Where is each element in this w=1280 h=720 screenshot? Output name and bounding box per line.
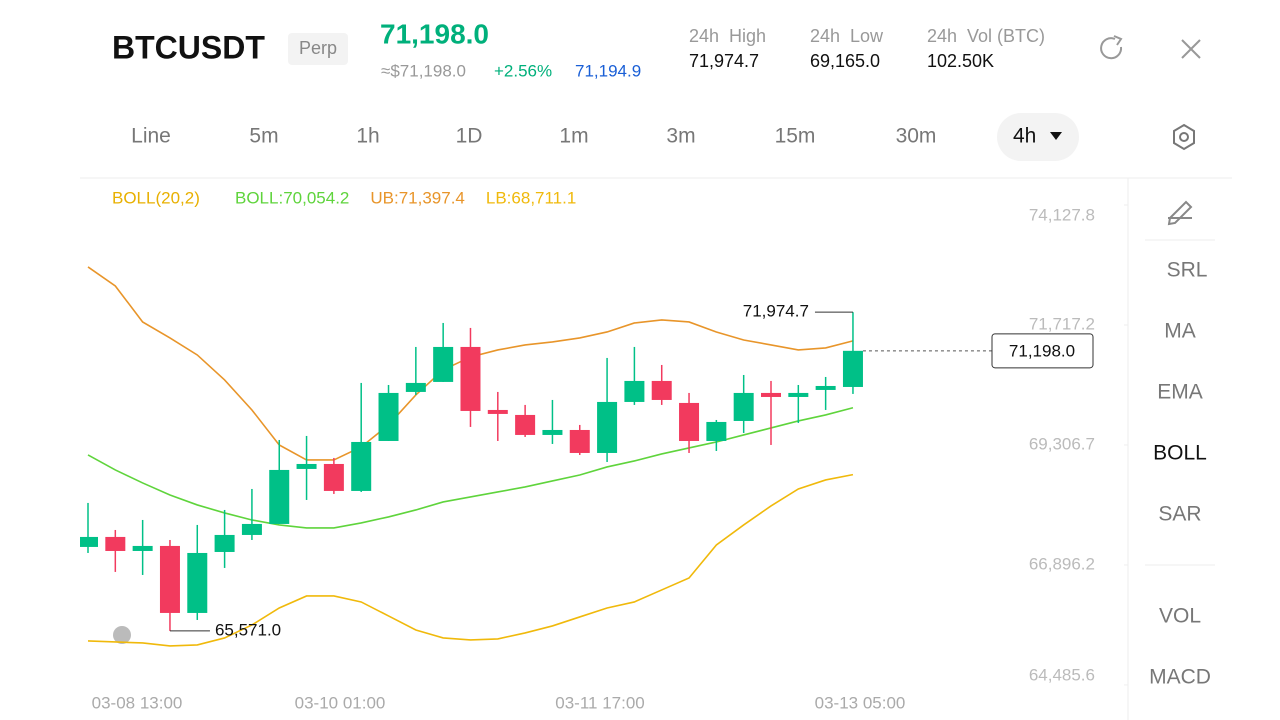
low-label: 65,571.0	[215, 620, 281, 639]
badge-bg	[288, 33, 348, 65]
indicator[interactable]: EMA	[1157, 381, 1203, 404]
selected-pill[interactable]	[997, 113, 1079, 161]
y-tick-label: 71,717.2	[1029, 314, 1095, 333]
settings-dot	[1179, 132, 1189, 142]
indicator-label: BOLL(20,2)	[112, 188, 200, 207]
candle-body	[487, 409, 508, 414]
stat-value: 71,974.7	[689, 51, 759, 71]
candle-body	[132, 545, 153, 551]
selected-timeframe[interactable]: 4h	[1013, 125, 1036, 148]
legend-entry: BOLL:70,054.2	[235, 188, 349, 207]
candle-body	[706, 421, 727, 441]
stat-label: 24h High	[689, 26, 766, 46]
candle-body	[296, 463, 317, 469]
x-tick-label: 03-10 01:00	[295, 693, 386, 712]
indicator[interactable]: MA	[1164, 320, 1196, 343]
refresh-arc	[1100, 37, 1123, 60]
close-stroke	[1181, 39, 1201, 59]
candle-body	[569, 429, 590, 453]
last-price-box	[991, 333, 1094, 369]
timeframe[interactable]: 3m	[666, 125, 695, 148]
close-icon[interactable]	[1181, 39, 1201, 59]
y-tick-label: 74,127.8	[1029, 205, 1095, 224]
candle-body	[761, 392, 781, 397]
indicator[interactable]: MACD	[1149, 666, 1211, 689]
y-tick-label: 69,306.7	[1029, 434, 1095, 453]
y-tick-label: 64,485.6	[1029, 665, 1095, 684]
plot-area	[80, 266, 863, 647]
settings-icon[interactable]	[1173, 123, 1195, 151]
refresh-arrow	[1113, 35, 1123, 46]
dropdown-caret	[1050, 132, 1062, 140]
indicator[interactable]: BOLL	[1153, 442, 1207, 465]
approx-price: ≈$71,198.0	[381, 61, 466, 80]
timeframe[interactable]: 1D	[456, 125, 483, 148]
price: 71,198.0	[380, 18, 489, 49]
candle-body	[624, 380, 645, 402]
timeframe[interactable]: 1m	[559, 125, 588, 148]
stat-label: 24h Low	[810, 26, 884, 46]
timeframe[interactable]: 15m	[775, 125, 816, 148]
indicator[interactable]: VOL	[1159, 605, 1201, 628]
refresh-icon[interactable]	[1100, 35, 1123, 60]
candle-body	[351, 441, 372, 491]
y-tick-label: 66,896.2	[1029, 554, 1095, 573]
candle-body	[815, 385, 836, 390]
candle-body	[159, 545, 180, 613]
candle-body	[788, 392, 809, 397]
indicator[interactable]: SRL	[1167, 259, 1208, 282]
high-label: 71,974.7	[743, 302, 809, 321]
candle-body	[679, 402, 700, 441]
legend-entry: UB:71,397.4	[370, 188, 465, 207]
candle-body	[842, 350, 863, 387]
stat-value: 69,165.0	[810, 51, 880, 71]
candle-body	[542, 429, 563, 435]
logo-icon	[113, 626, 131, 644]
timeframe[interactable]: 1h	[356, 125, 379, 148]
candle-body	[80, 536, 98, 547]
candle-body	[433, 346, 454, 382]
candle-body	[733, 392, 754, 421]
x-tick-label: 03-13 05:00	[815, 693, 906, 712]
x-tick-label: 03-08 13:00	[92, 693, 183, 712]
candle-body	[187, 552, 208, 613]
candle-body	[323, 463, 344, 491]
candle-body	[105, 536, 126, 551]
candle-body	[269, 469, 290, 524]
candle-body	[405, 382, 426, 392]
last-price-label: 71,198.0	[1009, 341, 1075, 360]
timeframe[interactable]: 30m	[896, 125, 937, 148]
symbol: BTCUSDT	[112, 29, 265, 65]
legend-entry: LB:68,711.1	[486, 188, 576, 207]
band-line	[87, 473, 854, 647]
timeframe[interactable]: 5m	[249, 125, 278, 148]
stat-value: 102.50K	[927, 51, 994, 71]
candle-body	[378, 392, 399, 441]
timeframe[interactable]: Line	[131, 125, 171, 148]
draw-icon[interactable]	[1167, 200, 1193, 226]
change: +2.56%	[494, 61, 552, 80]
indicator[interactable]: SAR	[1158, 503, 1201, 526]
x-tick-label: 03-11 17:00	[555, 693, 644, 712]
badge: Perp	[299, 38, 337, 58]
candle-body	[651, 380, 672, 400]
candle-body	[214, 534, 235, 552]
candle-body	[597, 401, 618, 453]
candle-body	[515, 414, 536, 435]
mark-price: 71,194.9	[575, 61, 641, 80]
candle-body	[241, 523, 262, 535]
stat-label: 24h Vol (BTC)	[927, 26, 1045, 46]
candle-body	[460, 346, 481, 411]
